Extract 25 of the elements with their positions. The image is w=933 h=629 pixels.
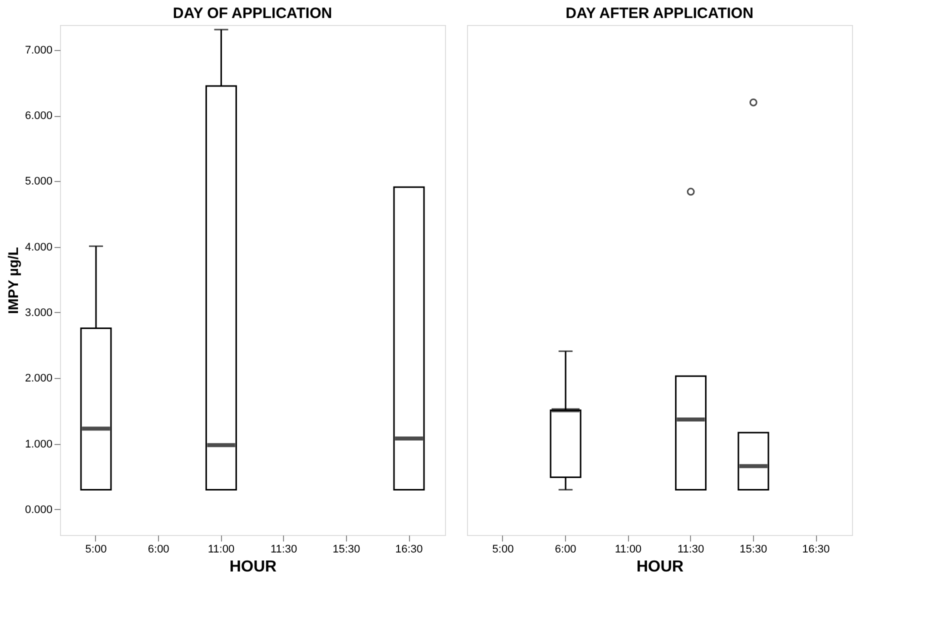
x-tick-label: 15:30 [740,544,768,556]
x-tick-label: 16:30 [802,544,830,556]
x-tick-label: 11:00 [614,544,642,556]
y-tick-label: 1.000 [24,438,52,450]
x-axis-title: HOUR [636,558,684,576]
x-tick-label: 5:00 [85,544,107,556]
x-tick-label: 16:30 [395,544,423,556]
x-tick-label: 15:30 [332,544,360,556]
y-tick-label: 6.000 [24,110,52,122]
x-tick-label: 6:00 [554,544,576,556]
x-tick-label: 11:00 [208,544,235,556]
y-tick-label: 2.000 [24,372,52,385]
x-tick-label: 11:30 [270,544,298,556]
x-tick-label: 11:30 [677,544,704,556]
y-tick-label: 3.000 [24,306,52,319]
y-tick-label: 0.000 [24,504,52,516]
y-tick-label: 4.000 [24,241,52,254]
x-axis-title: HOUR [229,558,277,576]
y-tick-label: 5.000 [24,176,52,188]
chart-title: DAY AFTER APPLICATION [566,5,754,22]
chart-title: DAY OF APPLICATION [172,5,332,22]
x-tick-label: 6:00 [148,544,170,556]
y-axis-title: IMPY µg/L [4,246,21,314]
x-tick-label: 5:00 [492,544,514,556]
y-tick-label: 7.000 [24,44,52,56]
